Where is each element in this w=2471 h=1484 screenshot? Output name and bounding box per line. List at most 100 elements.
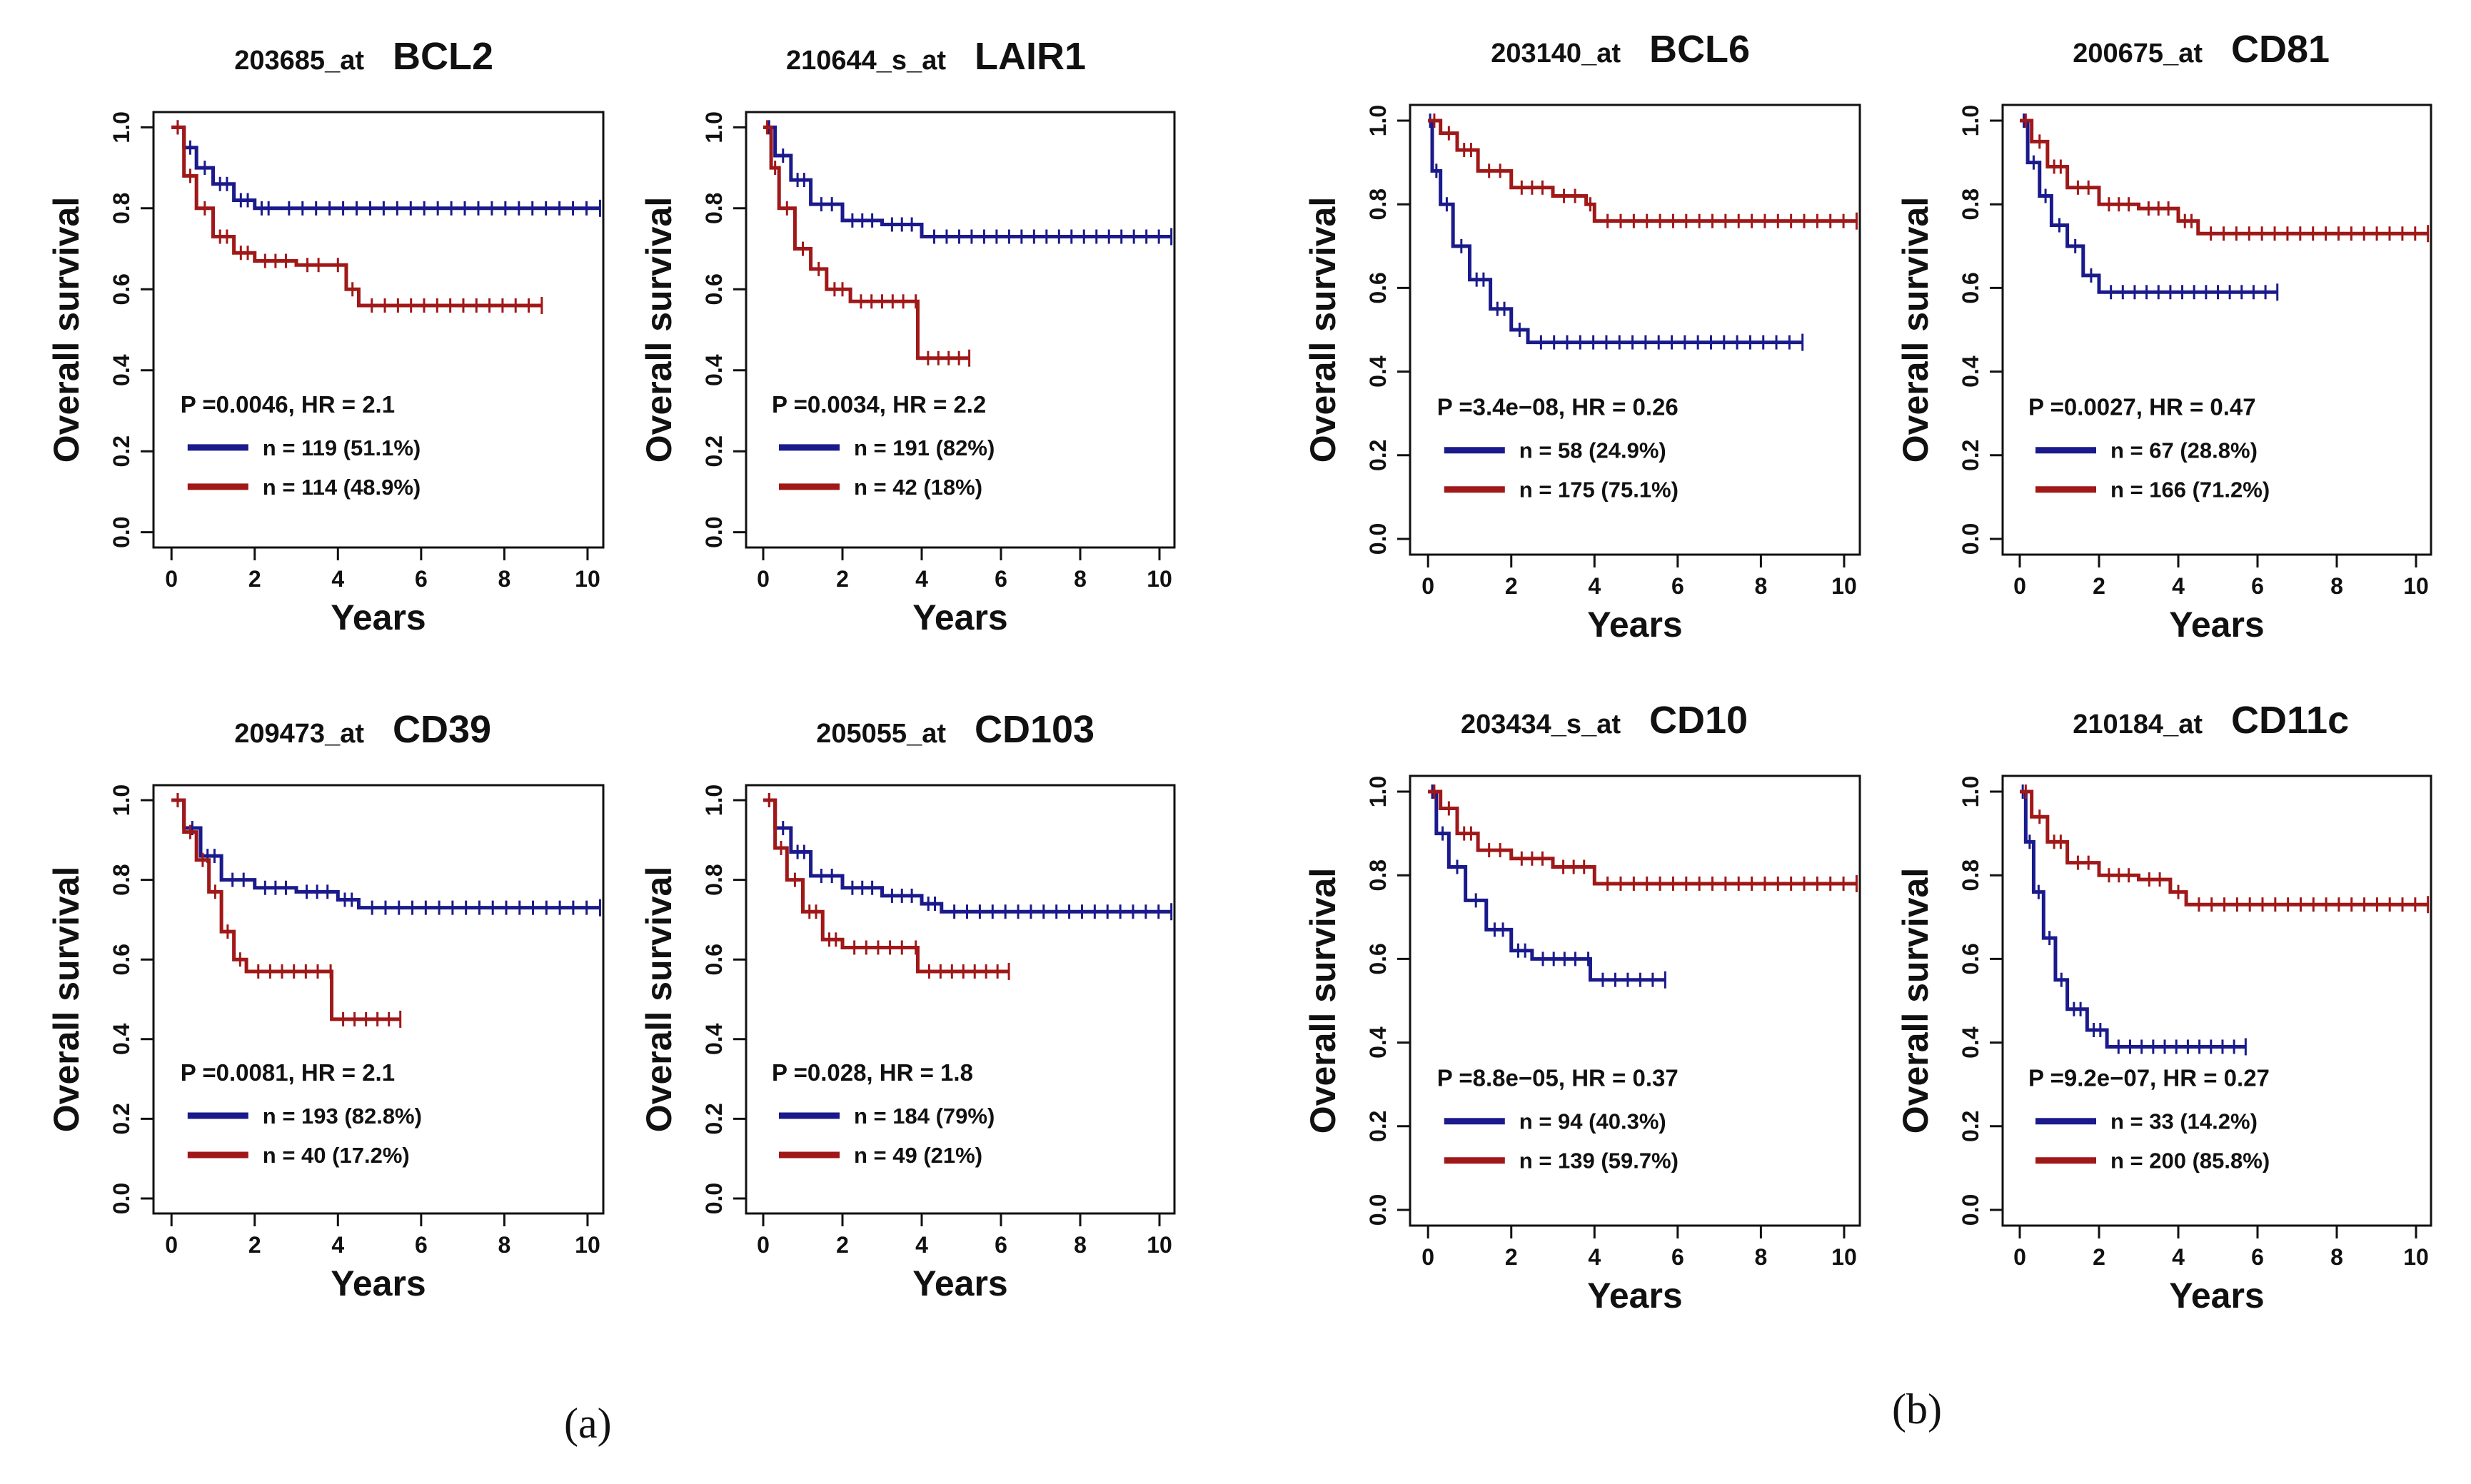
y-tick-label: 0.8 bbox=[1958, 859, 1983, 891]
legend-label: n = 67 (28.8%) bbox=[2110, 438, 2258, 463]
y-tick-label: 0.2 bbox=[109, 435, 134, 467]
km-plot-cd39: 209473_at CD39 0 2 4 6 8 10 0.0 0.2 0.4 0.6 0.8 1.0 Ye… bbox=[46, 708, 605, 1303]
survival-curve-red bbox=[1428, 118, 1857, 223]
y-tick-label: 0.0 bbox=[1958, 1194, 1983, 1226]
y-tick-label: 0.6 bbox=[1365, 943, 1391, 974]
plot-frame bbox=[152, 784, 605, 1215]
probe-id-label: 210644_s_at bbox=[786, 46, 946, 76]
gene-title: LAIR1 bbox=[975, 35, 1086, 78]
stats-label: P =0.0081, HR = 2.1 bbox=[181, 1059, 395, 1086]
stats-label: P =0.0027, HR = 0.47 bbox=[2028, 394, 2256, 420]
legend-label: n = 58 (24.9%) bbox=[1519, 438, 1666, 463]
legend-label: n = 119 (51.1%) bbox=[263, 435, 421, 460]
y-tick-label: 0.0 bbox=[109, 1183, 134, 1214]
x-tick-label: 10 bbox=[2403, 573, 2429, 599]
y-tick-label: 1.0 bbox=[1958, 776, 1983, 807]
x-tick-label: 8 bbox=[2330, 573, 2343, 599]
survival-curve-blue bbox=[2020, 789, 2246, 1049]
probe-id-label: 203685_at bbox=[234, 46, 364, 76]
x-tick-label: 6 bbox=[1671, 1244, 1684, 1270]
x-tick-label: 2 bbox=[836, 1232, 849, 1258]
x-tick-label: 10 bbox=[575, 566, 600, 592]
plot-frame bbox=[745, 111, 1176, 549]
legend-label: n = 49 (21%) bbox=[854, 1143, 982, 1168]
plot-frame bbox=[152, 111, 605, 549]
x-axis-label: Years bbox=[1587, 605, 1682, 645]
y-tick-label: 0.0 bbox=[701, 1183, 727, 1214]
stats-label: P =9.2e−07, HR = 0.27 bbox=[2028, 1065, 2270, 1091]
y-tick-label: 0.6 bbox=[701, 273, 727, 305]
x-tick-label: 0 bbox=[2013, 573, 2026, 599]
legend-label: n = 94 (40.3%) bbox=[1519, 1109, 1666, 1134]
legend-label: n = 193 (82.8%) bbox=[263, 1104, 422, 1129]
y-tick-label: 0.8 bbox=[701, 864, 727, 895]
y-tick-label: 0.8 bbox=[1365, 859, 1391, 891]
x-tick-label: 8 bbox=[1074, 566, 1087, 592]
y-tick-label: 0.2 bbox=[701, 1103, 727, 1134]
survival-curve-red bbox=[171, 125, 542, 308]
y-tick-label: 0.4 bbox=[109, 1023, 134, 1055]
survival-curve-red bbox=[2020, 789, 2428, 907]
x-tick-label: 4 bbox=[2172, 573, 2185, 599]
stats-label: P =0.0034, HR = 2.2 bbox=[772, 391, 986, 418]
km-plot-cd10: 203434_s_at CD10 0 2 4 6 8 10 0.0 0.2 0.4 0.6 0.8 1.0… bbox=[1303, 699, 1861, 1316]
x-tick-label: 8 bbox=[1755, 573, 1768, 599]
x-tick-label: 10 bbox=[1147, 566, 1172, 592]
x-tick-label: 8 bbox=[1074, 1232, 1087, 1258]
x-tick-label: 10 bbox=[1831, 573, 1857, 599]
survival-curve-red bbox=[2020, 118, 2428, 236]
x-tick-label: 4 bbox=[331, 1232, 344, 1258]
x-tick-label: 8 bbox=[498, 566, 511, 592]
gene-title: CD39 bbox=[393, 708, 491, 751]
x-axis-label: Years bbox=[912, 597, 1007, 637]
survival-curve-blue bbox=[1428, 118, 1803, 345]
survival-curve-blue bbox=[171, 798, 600, 910]
km-plot-lair1: 210644_s_at LAIR1 0 2 4 6 8 10 0.0 0.2 0.4 0.6 0.8 1.… bbox=[639, 35, 1176, 637]
y-axis-label: Overall survival bbox=[1303, 868, 1343, 1134]
x-tick-label: 4 bbox=[331, 566, 344, 592]
survival-curve-red bbox=[763, 125, 970, 360]
y-tick-label: 0.8 bbox=[1958, 188, 1983, 220]
x-tick-label: 6 bbox=[995, 566, 1007, 592]
x-tick-label: 10 bbox=[1147, 1232, 1172, 1258]
y-tick-label: 1.0 bbox=[109, 111, 134, 143]
y-tick-label: 0.6 bbox=[1958, 272, 1983, 303]
y-tick-label: 0.6 bbox=[109, 944, 134, 975]
y-tick-label: 1.0 bbox=[1365, 105, 1391, 136]
y-axis-label: Overall survival bbox=[639, 867, 679, 1132]
km-plot-cd81: 200675_at CD81 0 2 4 6 8 10 0.0 0.2 0.4 0.6 0.8 1.0 Ye… bbox=[1896, 28, 2432, 645]
y-tick-label: 0.6 bbox=[701, 944, 727, 975]
legend-label: n = 184 (79%) bbox=[854, 1104, 995, 1129]
y-tick-label: 0.6 bbox=[1958, 943, 1983, 974]
legend-label: n = 200 (85.8%) bbox=[2110, 1149, 2270, 1173]
stats-label: P =0.0046, HR = 2.1 bbox=[181, 391, 395, 418]
legend-label: n = 191 (82%) bbox=[854, 435, 995, 460]
stats-label: P =0.028, HR = 1.8 bbox=[772, 1059, 973, 1086]
km-plot-cd11c: 210184_at CD11c 0 2 4 6 8 10 0.0 0.2 0.4 0.6 0.8 1.0 Y… bbox=[1896, 699, 2432, 1316]
stats-label: P =3.4e−08, HR = 0.26 bbox=[1437, 394, 1679, 420]
survival-curve-blue bbox=[763, 798, 1172, 914]
y-tick-label: 0.6 bbox=[109, 273, 134, 305]
km-plot-bcl2: 203685_at BCL2 0 2 4 6 8 10 0.0 0.2 0.4 0.6 0.8 1.0 Ye… bbox=[46, 35, 605, 637]
y-tick-label: 0.8 bbox=[109, 193, 134, 224]
x-tick-label: 6 bbox=[1671, 573, 1684, 599]
x-tick-label: 0 bbox=[165, 566, 178, 592]
y-tick-label: 1.0 bbox=[701, 111, 727, 143]
y-tick-label: 0.4 bbox=[1365, 1026, 1391, 1059]
x-tick-label: 6 bbox=[2251, 1244, 2264, 1270]
y-axis-label: Overall survival bbox=[1303, 197, 1343, 463]
y-tick-label: 0.2 bbox=[1958, 1111, 1983, 1142]
y-tick-label: 1.0 bbox=[109, 784, 134, 816]
y-tick-label: 0.2 bbox=[1958, 440, 1983, 471]
x-tick-label: 2 bbox=[248, 566, 261, 592]
x-axis-label: Years bbox=[2169, 605, 2264, 645]
y-tick-label: 0.4 bbox=[1365, 355, 1391, 388]
x-tick-label: 10 bbox=[2403, 1244, 2429, 1270]
x-tick-label: 0 bbox=[757, 566, 770, 592]
y-axis-label: Overall survival bbox=[1896, 868, 1936, 1134]
x-tick-label: 4 bbox=[915, 1232, 928, 1258]
x-tick-label: 0 bbox=[165, 1232, 178, 1258]
probe-id-label: 205055_at bbox=[816, 719, 946, 749]
probe-id-label: 200675_at bbox=[2073, 39, 2203, 69]
